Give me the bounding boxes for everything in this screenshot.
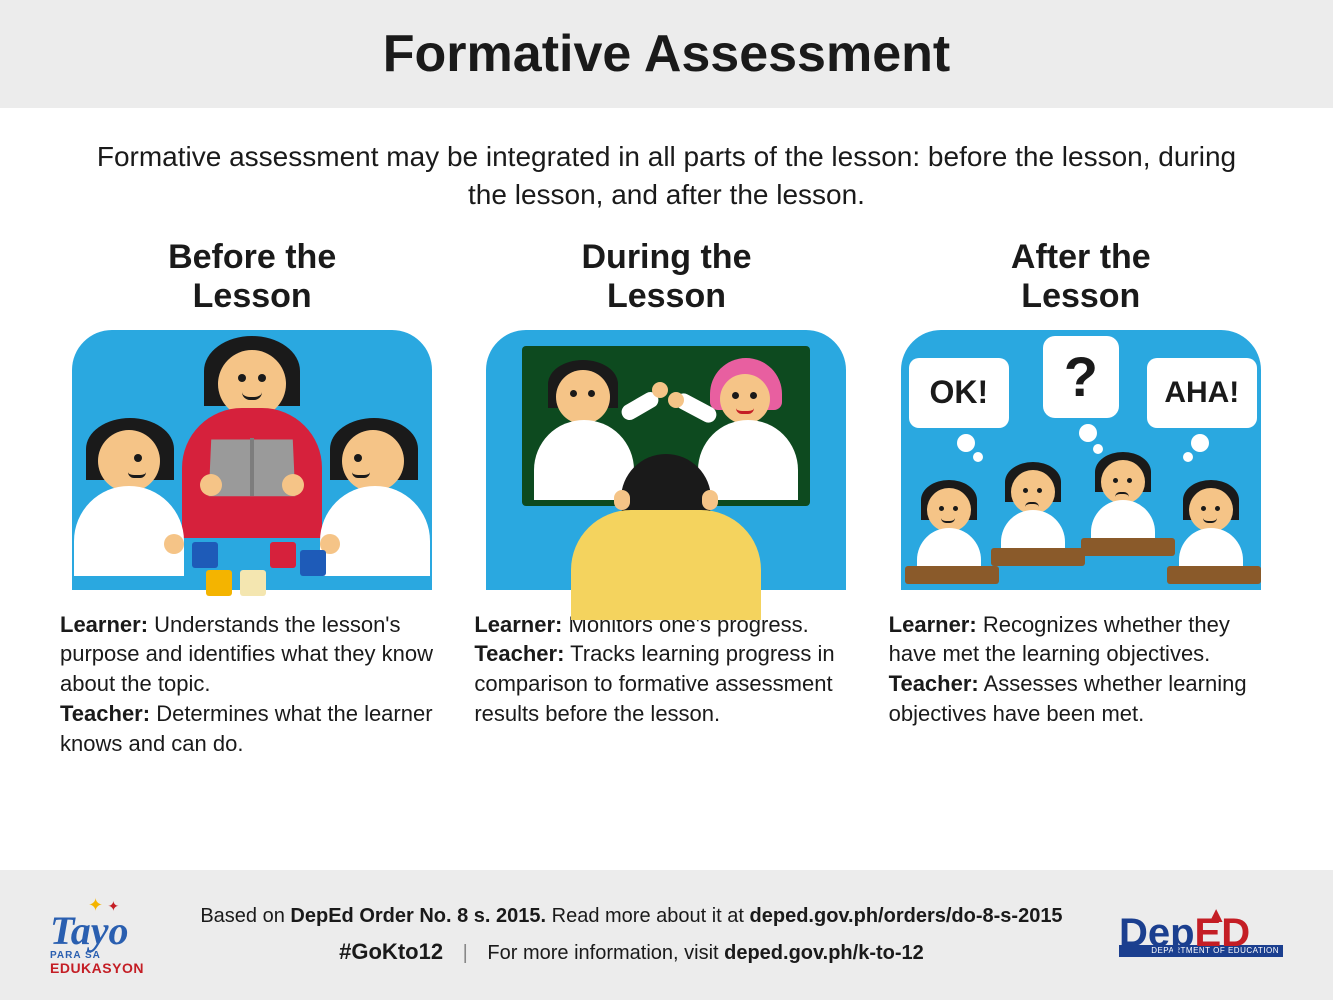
learner-label: Learner: (889, 612, 977, 637)
illustration-during (486, 330, 846, 590)
illustration-before (72, 330, 432, 590)
title-line: Lesson (1021, 277, 1140, 315)
column-before: Before the Lesson (60, 238, 444, 759)
column-title-after: After the Lesson (1011, 238, 1151, 316)
header-bar: Formative Assessment (0, 0, 1333, 108)
footer-line2-pre: For more information, visit (487, 942, 724, 964)
tayo-sub1: PARA SA (50, 951, 144, 961)
intro-text: Formative assessment may be integrated i… (0, 108, 1333, 238)
column-desc-before: Learner: Understands the lesson's purpos… (60, 610, 444, 758)
teacher-label: Teacher: (474, 641, 564, 666)
illustration-after: OK! ? AHA! (901, 330, 1261, 590)
footer-line1-url: deped.gov.ph/orders/do-8-s-2015 (750, 905, 1063, 927)
columns-container: Before the Lesson (0, 238, 1333, 759)
column-during: During the Lesson (474, 238, 858, 759)
column-desc-after: Learner: Recognizes whether they have me… (889, 610, 1273, 729)
deped-logo: DepED ▲ DEPARTMENT OF EDUCATION (1119, 913, 1283, 957)
footer-line2-url: deped.gov.ph/k-to-12 (724, 942, 924, 964)
column-desc-during: Learner: Monitors one's progress. Teache… (474, 610, 858, 729)
bubble-aha: AHA! (1147, 358, 1257, 428)
title-line: After the (1011, 238, 1151, 276)
footer-hashtag: #GoKto12 (339, 939, 443, 964)
teacher-label: Teacher: (60, 701, 150, 726)
tayo-logo: ✦ ✦ Tayo PARA SA EDUKASYON (50, 896, 144, 975)
footer-line1-mid: Read more about it at (546, 905, 749, 927)
title-line: Before the (168, 238, 336, 276)
learner-label: Learner: (60, 612, 148, 637)
title-line: Lesson (193, 277, 312, 315)
footer-line1-bold: DepEd Order No. 8 s. 2015. (290, 905, 546, 927)
page-title: Formative Assessment (0, 24, 1333, 84)
column-title-before: Before the Lesson (168, 238, 336, 316)
teacher-label: Teacher: (889, 671, 979, 696)
footer-sep: | (463, 942, 468, 964)
tayo-sub2: EDUKASYON (50, 961, 144, 975)
bubble-question: ? (1043, 336, 1119, 418)
footer-line1-pre: Based on (200, 905, 290, 927)
bubble-ok: OK! (909, 358, 1009, 428)
footer-text: Based on DepEd Order No. 8 s. 2015. Read… (200, 899, 1062, 970)
column-after: After the Lesson OK! ? AHA! (889, 238, 1273, 759)
tayo-word: Tayo (50, 911, 144, 951)
title-line: Lesson (607, 277, 726, 315)
title-line: During the (582, 238, 752, 276)
footer: ✦ ✦ Tayo PARA SA EDUKASYON Based on DepE… (0, 870, 1333, 1000)
column-title-during: During the Lesson (582, 238, 752, 316)
learner-label: Learner: (474, 612, 562, 637)
deped-mid: p (1170, 911, 1194, 955)
